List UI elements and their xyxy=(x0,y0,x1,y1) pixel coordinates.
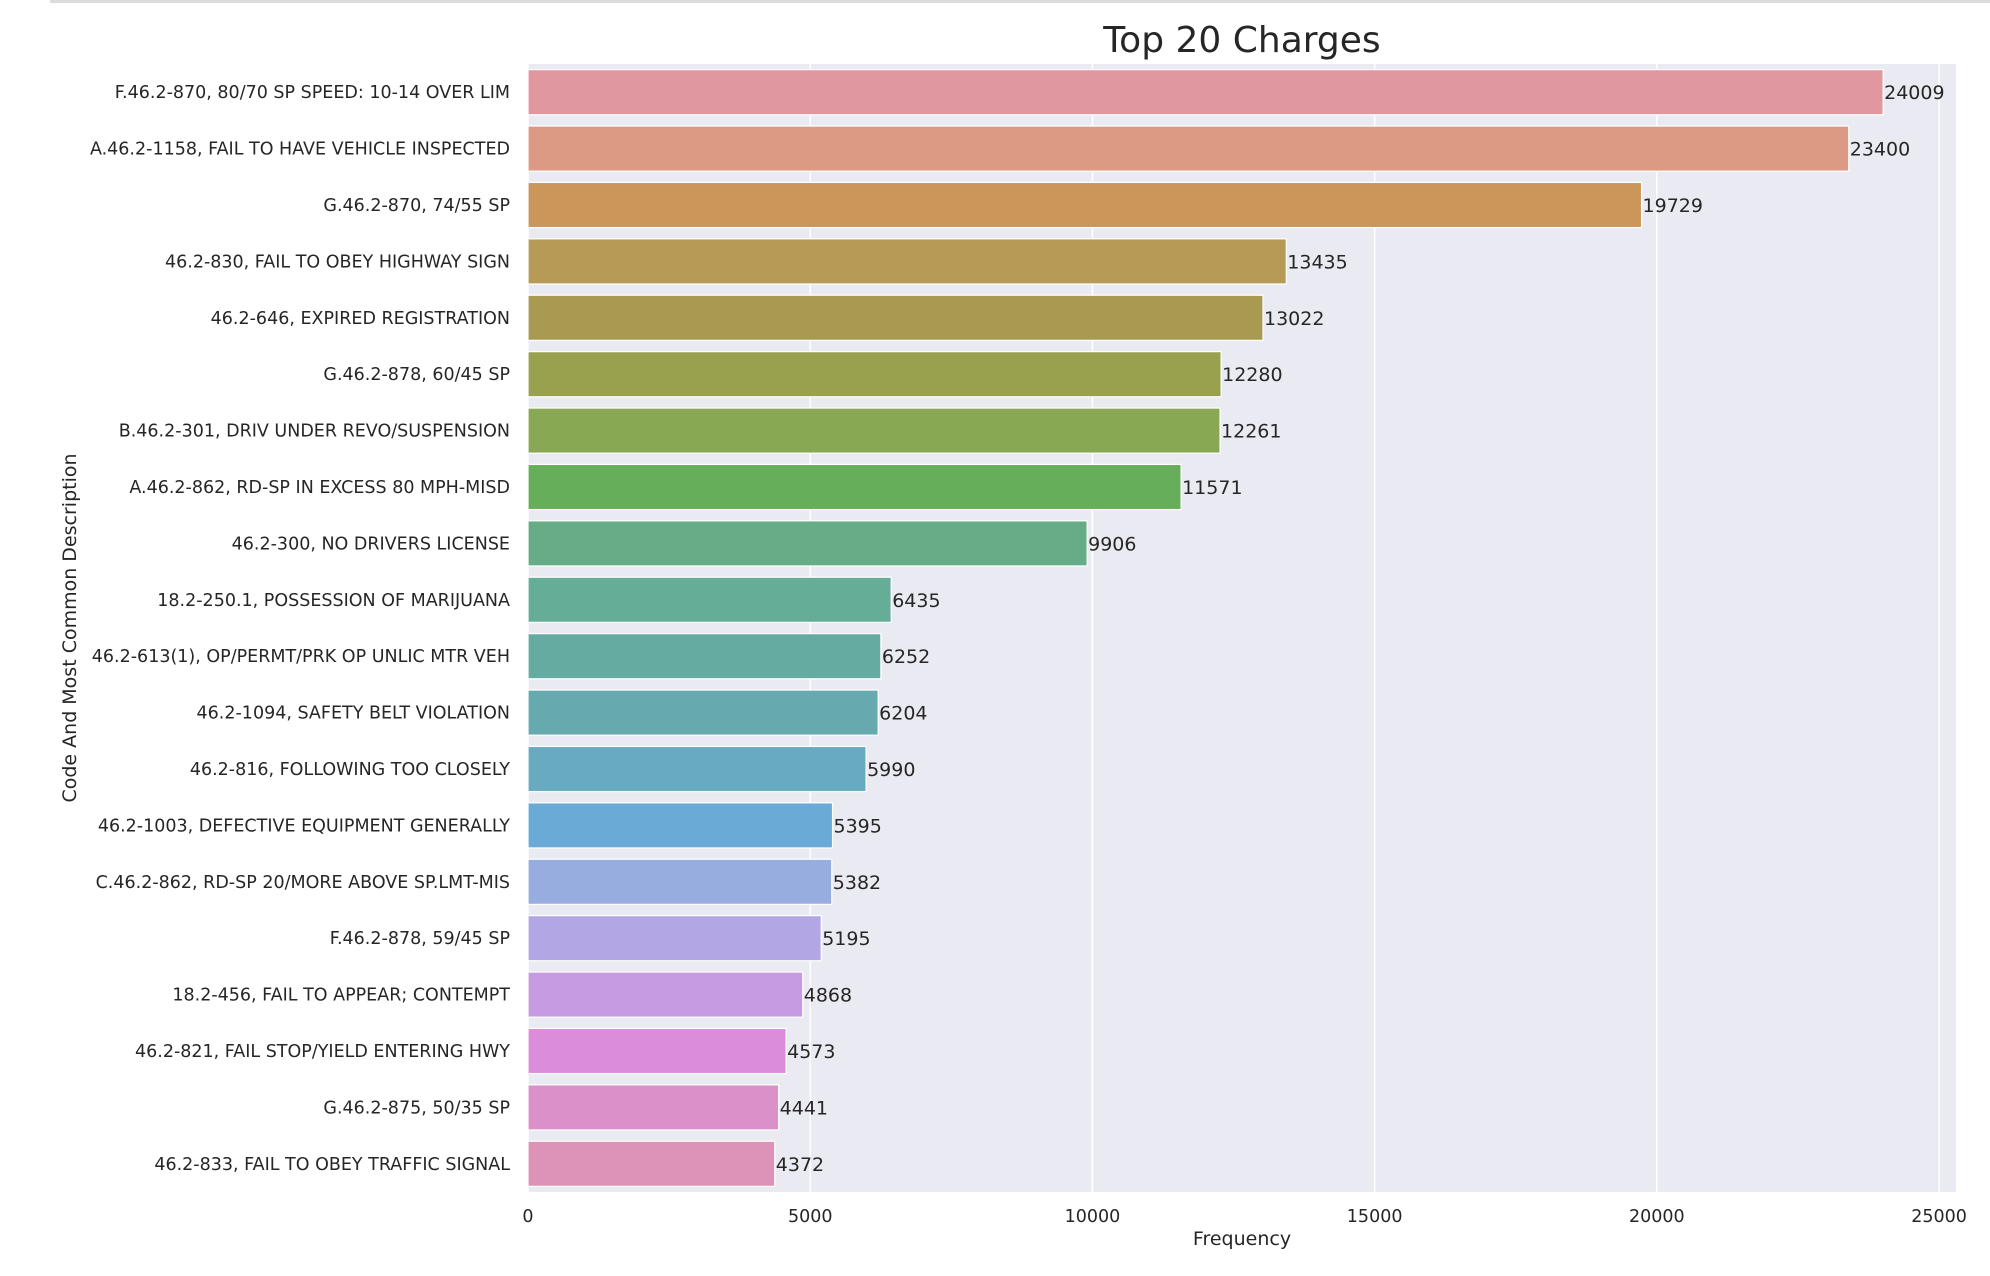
bar xyxy=(527,520,1088,567)
bar-value-label: 4868 xyxy=(804,985,852,1007)
bars xyxy=(527,69,1884,1187)
y-tick-label: 18.2-250.1, POSSESSION OF MARIJUANA xyxy=(157,591,510,611)
bar xyxy=(527,802,834,849)
x-tick-label: 25000 xyxy=(1911,1207,1967,1227)
bar-value-label: 4372 xyxy=(776,1154,824,1176)
y-tick-label: 46.2-821, FAIL STOP/YIELD ENTERING HWY xyxy=(135,1042,510,1062)
bar-value-label: 24009 xyxy=(1884,82,1944,104)
y-tick-label: G.46.2-875, 50/35 SP xyxy=(323,1098,510,1118)
x-tick-label: 20000 xyxy=(1629,1207,1685,1227)
y-tick-label: 46.2-816, FOLLOWING TOO CLOSELY xyxy=(190,760,510,780)
bar xyxy=(527,576,892,623)
x-tick-label: 0 xyxy=(522,1207,533,1227)
bar xyxy=(527,407,1221,454)
value-labels: 24009 23400 19729 13435 13022 12280 12261 11571… xyxy=(776,82,1945,1176)
bar xyxy=(527,69,1884,116)
bar-value-label: 19729 xyxy=(1643,195,1703,217)
y-tick-label: 46.2-830, FAIL TO OBEY HIGHWAY SIGN xyxy=(165,252,510,272)
x-tick-label: 10000 xyxy=(1065,1207,1121,1227)
y-tick-label: 46.2-646, EXPIRED REGISTRATION xyxy=(211,309,510,329)
y-tick-label: B.46.2-301, DRIV UNDER REVO/SUSPENSION xyxy=(119,422,510,442)
x-axis-label: Frequency xyxy=(1193,1228,1291,1250)
bar xyxy=(527,633,882,680)
bar-value-label: 5382 xyxy=(833,872,881,894)
y-tick-label: G.46.2-870, 74/55 SP xyxy=(323,196,510,216)
bar xyxy=(527,1027,787,1075)
y-tick-label: A.46.2-1158, FAIL TO HAVE VEHICLE INSPEC… xyxy=(90,140,510,160)
y-axis-label: Code And Most Common Description xyxy=(59,453,81,802)
bar-value-label: 12280 xyxy=(1222,364,1282,386)
y-tick-label: G.46.2-878, 60/45 SP xyxy=(323,365,510,385)
plot-area xyxy=(528,64,1956,1192)
bar-value-label: 5990 xyxy=(867,759,915,781)
bar xyxy=(527,1140,776,1187)
bar xyxy=(527,689,879,736)
chart-title: Top 20 Charges xyxy=(1102,20,1380,61)
y-tick-label: F.46.2-878, 59/45 SP xyxy=(330,929,510,949)
y-tick-label: 46.2-833, FAIL TO OBEY TRAFFIC SIGNAL xyxy=(154,1155,510,1175)
bar-value-label: 9906 xyxy=(1088,533,1136,555)
y-tick-labels: F.46.2-870, 80/70 SP SPEED: 10-14 OVER L… xyxy=(90,83,510,1175)
bar xyxy=(527,125,1850,172)
bar xyxy=(527,745,867,793)
y-tick-label: 46.2-1003, DEFECTIVE EQUIPMENT GENERALLY xyxy=(98,816,510,836)
y-tick-label: F.46.2-870, 80/70 SP SPEED: 10-14 OVER L… xyxy=(115,83,510,103)
bar xyxy=(527,238,1287,285)
bar-value-label: 13435 xyxy=(1287,251,1347,273)
bar-value-label: 6252 xyxy=(882,646,930,668)
bar xyxy=(527,915,822,962)
bar-value-label: 13022 xyxy=(1264,308,1324,330)
bar xyxy=(527,351,1222,398)
bar-value-label: 11571 xyxy=(1182,477,1242,499)
y-tick-label: 46.2-1094, SAFETY BELT VIOLATION xyxy=(197,704,510,724)
bar xyxy=(527,971,804,1018)
bar xyxy=(527,858,833,905)
x-tick-label: 5000 xyxy=(788,1207,833,1227)
bar-value-label: 6435 xyxy=(892,590,940,612)
y-tick-label: 46.2-613(1), OP/PERMT/PRK OP UNLIC MTR V… xyxy=(92,647,510,667)
bar xyxy=(527,1084,780,1131)
bar-value-label: 5395 xyxy=(834,815,882,837)
bar xyxy=(527,181,1643,229)
bar-value-label: 4573 xyxy=(787,1041,835,1063)
x-tick-label: 15000 xyxy=(1347,1207,1403,1227)
bar-value-label: 6204 xyxy=(879,703,927,725)
top-border-rule xyxy=(50,0,1990,3)
y-tick-label: 46.2-300, NO DRIVERS LICENSE xyxy=(232,534,510,554)
bar-value-label: 5195 xyxy=(822,928,870,950)
bar xyxy=(527,294,1264,341)
bar-value-label: 12261 xyxy=(1221,421,1281,443)
y-tick-label: A.46.2-862, RD-SP IN EXCESS 80 MPH-MISD xyxy=(129,478,510,498)
y-tick-label: C.46.2-862, RD-SP 20/MORE ABOVE SP.LMT-M… xyxy=(96,873,510,893)
bar-value-label: 23400 xyxy=(1850,139,1910,161)
y-tick-label: 18.2-456, FAIL TO APPEAR; CONTEMPT xyxy=(172,986,510,1006)
x-tick-labels: 0 5000 10000 15000 20000 25000 xyxy=(522,1207,1966,1227)
bar-value-label: 4441 xyxy=(780,1097,828,1119)
bar xyxy=(527,463,1182,511)
